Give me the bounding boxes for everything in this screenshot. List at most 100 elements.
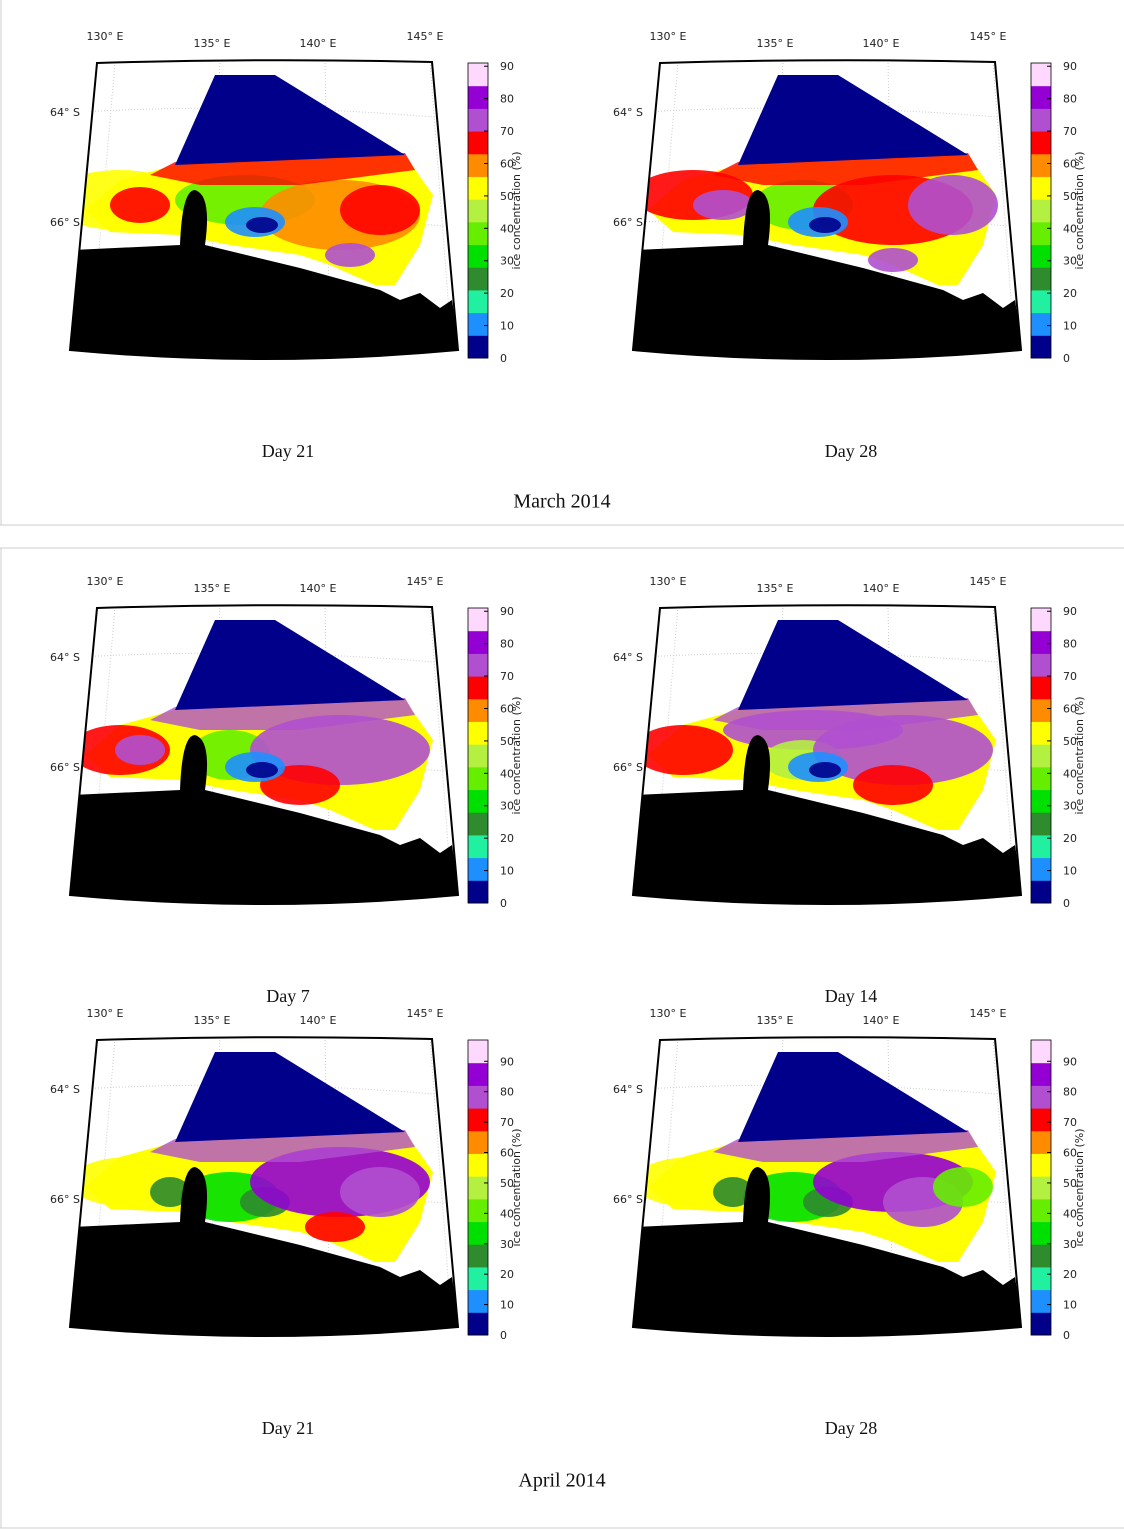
colorbar-swatch [1031,267,1051,291]
colorbar-swatch [1031,108,1051,132]
colorbar-tick-label: 50 [1063,735,1077,748]
lat-label: 66° S [613,216,643,229]
ice-patch [150,1177,190,1207]
colorbar-tick-label: 90 [1063,605,1077,618]
colorbar-swatch [1031,312,1051,336]
colorbar-tick-label: 70 [500,125,514,138]
graticule [992,61,1016,353]
colorbar-swatch [1031,1130,1051,1154]
colorbar-tick-label: 60 [500,702,514,715]
lat-label: 66° S [50,1193,80,1206]
map-frame [631,59,1023,360]
lat-label: 66° S [50,761,80,774]
colorbar-swatch [468,199,488,223]
map-content [633,605,1021,904]
ice-patch [809,217,841,233]
colorbar-swatch [468,131,488,155]
colorbar-tick-label: 30 [500,255,514,268]
colorbar-swatch [468,244,488,268]
colorbar-swatch [468,1153,488,1177]
colorbar-swatch [1031,153,1051,177]
group-title: April 2014 [518,1470,605,1492]
colorbar-swatch [1031,1198,1051,1223]
colorbar-swatch [1031,1153,1051,1177]
lon-label: 130° E [87,30,124,43]
map-frame [68,604,460,905]
colorbar-swatch [468,312,488,336]
colorbar-swatch [1031,176,1051,200]
colorbar-tick-label: 80 [500,1086,514,1099]
map-panel: 130° E 135° E 140° E 145° E 64° S 66° S 0 10 20 3… [50,575,523,1006]
colorbar-swatch [468,267,488,291]
colorbar-swatch [468,653,488,677]
colorbar-tick-label: 90 [1063,60,1077,73]
ice-patch [325,243,375,267]
colorbar-tick-label: 30 [1063,1238,1077,1251]
colorbar-swatch [468,630,488,654]
colorbar-swatch [1031,766,1051,791]
colorbar-swatch [1031,63,1051,87]
lon-label: 140° E [863,582,900,595]
colorbar-swatch [1031,289,1051,314]
map-content [70,1037,458,1336]
colorbar-swatch [1031,698,1051,722]
map-panel: 130° E 135° E 140° E 145° E 64° S 66° S 0 10 20 3… [50,1007,523,1438]
colorbar-tick-label: 50 [1063,190,1077,203]
lat-label: 66° S [613,761,643,774]
colorbar-tick-label: 70 [500,1116,514,1129]
colorbar-tick-label: 50 [500,735,514,748]
colorbar-swatch [1031,1266,1051,1291]
lon-label: 145° E [407,30,444,43]
colorbar-tick-label: 30 [1063,800,1077,813]
colorbar-swatch [1031,1062,1051,1086]
colorbar-tick-label: 80 [500,638,514,651]
colorbar-tick-label: 40 [1063,222,1077,235]
graticule [429,61,453,353]
lon-label: 140° E [300,1014,337,1027]
colorbar-tick-label: 90 [500,60,514,73]
colorbar-tick-label: 20 [500,832,514,845]
ice-patch [933,1167,993,1207]
colorbar-tick-label: 10 [1063,1299,1077,1312]
lon-label: 130° E [650,30,687,43]
lat-label: 64° S [613,106,643,119]
colorbar-tick-label: 80 [1063,1086,1077,1099]
map-content [70,60,458,359]
colorbar-swatch [1031,1289,1051,1313]
ice-patch [868,248,918,272]
lon-label: 130° E [87,1007,124,1020]
colorbar-swatch [468,834,488,859]
lon-label: 140° E [300,582,337,595]
land [633,1167,1021,1336]
colorbar-frame [1030,62,1052,359]
colorbar-swatch [468,1289,488,1313]
colorbar-tick-label: 10 [500,320,514,333]
colorbar-swatch [468,335,488,359]
colorbar-frame [467,1039,489,1336]
colorbar-tick-label: 40 [500,767,514,780]
land [70,735,458,904]
colorbar-swatch [468,744,488,768]
colorbar-swatch [1031,199,1051,223]
colorbar-swatch [468,1198,488,1223]
lon-label: 145° E [970,1007,1007,1020]
colorbar-label: ice concentration (%) [1073,1128,1086,1246]
colorbar-swatch [468,1108,488,1132]
colorbar-tick-label: 60 [500,1147,514,1160]
colorbar-swatch [468,880,488,904]
lat-label: 66° S [613,1193,643,1206]
colorbar-tick-label: 10 [500,865,514,878]
colorbar-tick-label: 30 [500,1238,514,1251]
colorbar-tick-label: 50 [1063,1177,1077,1190]
colorbar-swatch [1031,857,1051,881]
panel-caption: Day 21 [262,441,315,461]
colorbar-tick-label: 20 [500,1268,514,1281]
lat-label: 66° S [50,216,80,229]
group-title: March 2014 [513,491,610,513]
colorbar-frame [467,62,489,359]
colorbar-tick-label: 30 [500,800,514,813]
ice-patch [340,1167,420,1217]
colorbar-swatch [1031,244,1051,268]
colorbar-tick-label: 60 [500,157,514,170]
lon-label: 135° E [757,582,794,595]
